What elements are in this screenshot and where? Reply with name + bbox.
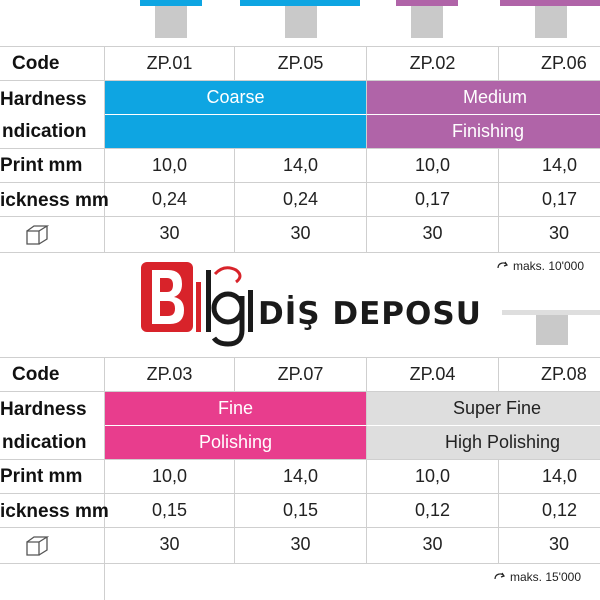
max-speed-text: maks. 15'000 <box>510 570 581 584</box>
hardness-band-medium: Medium <box>367 81 600 114</box>
qty-cell: 30 <box>159 223 180 243</box>
thickness-cell: 0,17 <box>414 189 451 209</box>
indication-band-superfine: High Polishing <box>367 426 600 459</box>
qty-cell: 30 <box>290 534 311 554</box>
thickness-cell: 0,24 <box>151 189 188 209</box>
hardness-band-fine: Fine <box>105 392 366 425</box>
row-label-hardness: Hardness <box>0 89 87 110</box>
box-icon <box>25 224 49 246</box>
row-label-indication: ndication <box>2 121 87 142</box>
code-cell: ZP.08 <box>541 364 587 384</box>
disc-stem <box>155 6 187 38</box>
qty-cell: 30 <box>549 534 570 554</box>
disc-stem <box>535 6 567 38</box>
row-label-thickness: ickness mm <box>0 190 109 211</box>
print-cell: 14,0 <box>542 466 578 486</box>
thickness-cell: 0,15 <box>151 500 188 520</box>
qty-cell: 30 <box>290 223 311 243</box>
print-cell: 14,0 <box>542 155 578 175</box>
code-cell: ZP.01 <box>146 53 193 73</box>
indication-band-coarse <box>105 115 366 148</box>
code-cell: ZP.02 <box>409 53 456 73</box>
row-label-print: Print mm <box>0 155 83 176</box>
print-cell: 10,0 <box>414 466 451 486</box>
indication-band-fine: Polishing <box>105 426 366 459</box>
qty-cell: 30 <box>159 534 180 554</box>
box-icon <box>25 535 49 557</box>
print-cell: 10,0 <box>151 466 188 486</box>
rotation-icon <box>496 259 509 272</box>
rotation-icon <box>493 570 506 583</box>
medium-tab <box>396 0 458 6</box>
row-label-code: Code <box>12 364 60 385</box>
thickness-cell: 0,24 <box>282 189 319 209</box>
indication-band-medium: Finishing <box>367 115 600 148</box>
print-cell: 14,0 <box>282 155 319 175</box>
thickness-cell: 0,17 <box>542 189 578 209</box>
logo: DİŞ DEPOSU <box>136 252 481 348</box>
coarse-tab <box>140 0 202 6</box>
disc-stem <box>536 315 568 345</box>
thickness-cell: 0,12 <box>414 500 451 520</box>
row-label-hardness: Hardness <box>0 399 87 420</box>
code-cell: ZP.07 <box>277 364 324 384</box>
max-speed-note: maks. 10'000 <box>496 259 584 273</box>
max-speed-text: maks. 10'000 <box>513 259 584 273</box>
row-label-print: Print mm <box>0 466 83 487</box>
print-cell: 10,0 <box>151 155 188 175</box>
disc-stem <box>411 6 443 38</box>
print-cell: 10,0 <box>414 155 451 175</box>
qty-cell: 30 <box>549 223 570 243</box>
row-label-indication: ndication <box>2 432 87 453</box>
qty-cell: 30 <box>422 223 443 243</box>
logo-mark <box>141 262 253 347</box>
hardness-band-coarse: Coarse <box>105 81 366 114</box>
logo-name: DİŞ DEPOSU <box>258 296 482 332</box>
row-label-code: Code <box>12 53 60 74</box>
row-label-thickness: ickness mm <box>0 501 109 522</box>
coarse-tab <box>240 0 360 6</box>
code-cell: ZP.04 <box>409 364 456 384</box>
superfine-tab <box>502 310 600 315</box>
hardness-band-superfine: Super Fine <box>367 392 600 425</box>
code-cell: ZP.05 <box>277 53 324 73</box>
print-cell: 14,0 <box>282 466 319 486</box>
code-cell: ZP.06 <box>541 53 587 73</box>
max-speed-note: maks. 15'000 <box>493 570 581 584</box>
thickness-cell: 0,15 <box>282 500 319 520</box>
code-cell: ZP.03 <box>146 364 193 384</box>
thickness-cell: 0,12 <box>542 500 578 520</box>
medium-tab <box>500 0 600 6</box>
disc-stem <box>285 6 317 38</box>
qty-cell: 30 <box>422 534 443 554</box>
